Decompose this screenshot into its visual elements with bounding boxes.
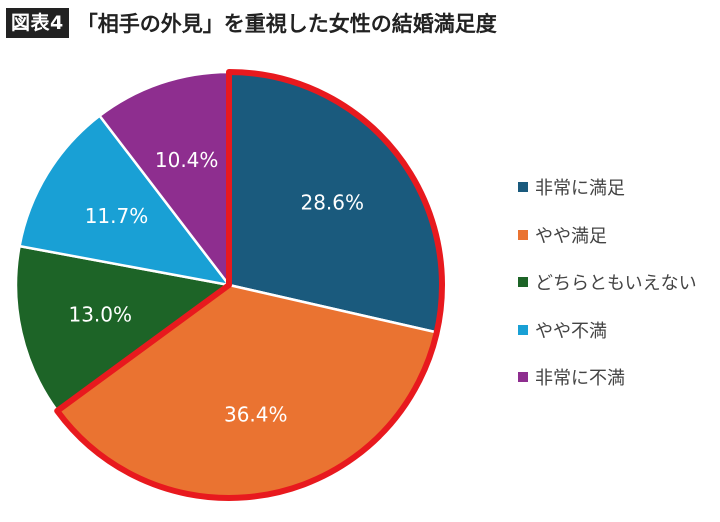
legend-swatch [518,229,528,240]
pie-value-labels: 28.6% 36.4% 13.0% 11.7% 10.4% [68,148,364,426]
pie-value-label: 13.0% [68,302,132,326]
legend-item: 非常に不満 [518,366,714,389]
chart-header: 図表4 「相手の外見」を重視した女性の結婚満足度 [6,6,497,40]
legend-swatch [518,277,528,287]
pie-slice [98,70,231,287]
legend-label: 非常に満足 [535,178,625,199]
legend-label: やや満足 [535,225,607,247]
legend-swatch [518,182,528,192]
highlight-outline [54,69,445,501]
legend-label: どちらともいえない [535,273,697,294]
legend-item: どちらともいえない [518,271,714,294]
legend-swatch [518,324,528,335]
figure-label: 図表4 [6,8,69,38]
chart-legend: 非常に満足 やや満足 どちらともいえない やや不満 非常に不満 [518,176,714,414]
pie-slices [14,69,445,501]
legend-item: やや不満 [518,319,714,342]
pie-value-label: 11.7% [85,204,149,228]
legend-label: やや不満 [535,320,607,342]
legend-label: 非常に不満 [535,368,625,389]
pie-value-label: 36.4% [224,402,288,426]
pie-value-label: 28.6% [300,191,364,215]
pie-slice [18,114,231,287]
pie-value-label: 10.4% [155,148,219,172]
legend-swatch [518,372,528,382]
legend-item: 非常に満足 [518,176,714,199]
legend-item: やや満足 [518,224,714,247]
chart-title: 「相手の外見」を重視した女性の結婚満足度 [76,12,497,36]
pie-slice [14,244,231,413]
